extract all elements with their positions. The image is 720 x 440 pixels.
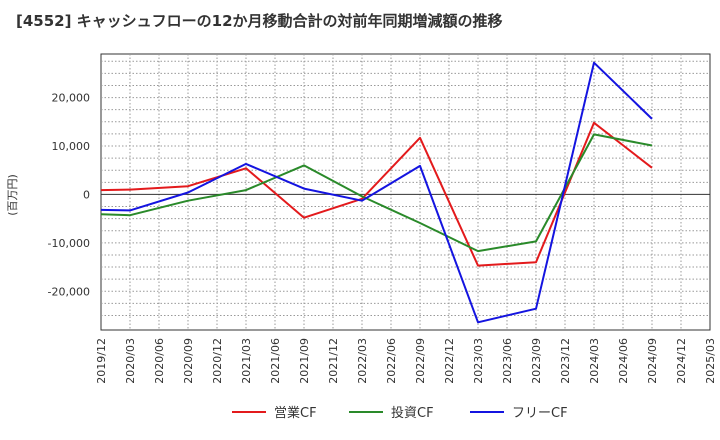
grid-layer <box>101 54 710 330</box>
x-tick-label: 2020/06 <box>153 338 166 384</box>
x-tick-label: 2019/12 <box>95 338 108 384</box>
y-tick-label: -20,000 <box>48 285 90 298</box>
x-tick-label: 2021/06 <box>269 338 282 384</box>
x-tick-label: 2025/03 <box>704 338 717 384</box>
series-line-2 <box>100 133 653 253</box>
series-layer <box>100 61 653 324</box>
x-tick-label: 2024/12 <box>675 338 688 384</box>
legend-item-3: フリーCF <box>470 406 568 421</box>
x-tick-label: 2024/03 <box>588 338 601 384</box>
x-tick-label: 2022/06 <box>385 338 398 384</box>
series-line-1 <box>100 121 653 267</box>
x-tick-label: 2023/06 <box>501 338 514 384</box>
x-tick-label: 2021/03 <box>240 338 253 384</box>
legend-item-1: 営業CF <box>232 405 317 421</box>
y-tick-label: 20,000 <box>52 92 91 105</box>
x-tick-label: 2020/03 <box>124 338 137 384</box>
series-line-3 <box>100 61 653 324</box>
x-tick-label: 2023/03 <box>472 338 485 384</box>
x-tick-label: 2024/09 <box>646 338 659 384</box>
x-tick-label: 2022/03 <box>356 338 369 384</box>
x-tick-label: 2023/09 <box>530 338 543 384</box>
x-tick-label: 2023/12 <box>559 338 572 384</box>
legend-item-2: 投資CF <box>349 405 434 421</box>
x-tick-label: 2020/09 <box>182 338 195 384</box>
legend-label: 営業CF <box>274 405 317 421</box>
x-tick-labels: 2019/12 2020/03 2020/06 2020/09 2020/12 2021/… <box>95 338 717 384</box>
y-tick-label: 10,000 <box>52 140 91 153</box>
x-tick-label: 2022/09 <box>414 338 427 384</box>
y-axis-label: (百万円) <box>6 174 19 216</box>
x-tick-label: 2021/09 <box>298 338 311 384</box>
chart-title: [4552] キャッシュフローの12か月移動合計の対前年同期増減額の推移 <box>16 12 503 30</box>
x-tick-label: 2024/06 <box>617 338 630 384</box>
x-tick-label: 2022/12 <box>443 338 456 384</box>
legend-label: フリーCF <box>512 406 568 421</box>
legend-label: 投資CF <box>391 405 434 421</box>
y-tick-label: 0 <box>83 188 90 201</box>
x-tick-label: 2021/12 <box>327 338 340 384</box>
legend: 営業CF 投資CF フリーCF <box>232 405 568 421</box>
y-tick-labels: -20,000 -10,000 0 10,000 20,000 <box>48 92 90 299</box>
y-tick-label: -10,000 <box>48 237 90 250</box>
plot-area <box>100 53 711 331</box>
x-tick-label: 2020/12 <box>211 338 224 384</box>
